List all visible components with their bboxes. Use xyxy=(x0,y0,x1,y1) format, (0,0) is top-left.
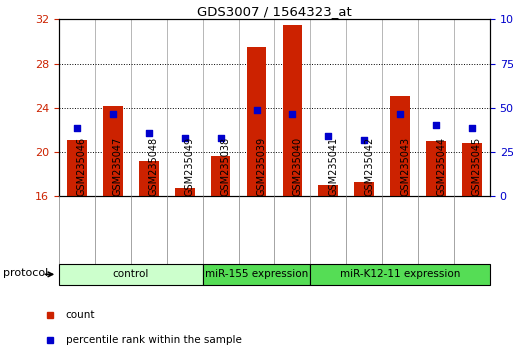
Text: GSM235047: GSM235047 xyxy=(113,137,123,196)
Bar xyxy=(203,19,239,196)
Text: count: count xyxy=(66,310,95,320)
Text: percentile rank within the sample: percentile rank within the sample xyxy=(66,335,242,344)
Bar xyxy=(59,264,203,285)
Text: GSM235044: GSM235044 xyxy=(436,137,446,196)
Bar xyxy=(462,143,482,196)
Bar xyxy=(382,19,418,196)
Text: GSM235043: GSM235043 xyxy=(400,137,410,196)
Text: miR-155 expression: miR-155 expression xyxy=(205,269,308,279)
Bar xyxy=(139,161,159,196)
Bar xyxy=(95,19,131,196)
Point xyxy=(360,137,368,143)
Bar xyxy=(167,19,203,196)
Bar xyxy=(346,19,382,196)
Title: GDS3007 / 1564323_at: GDS3007 / 1564323_at xyxy=(197,5,352,18)
Bar xyxy=(239,19,274,196)
Point xyxy=(181,135,189,141)
Point xyxy=(252,107,261,113)
Point xyxy=(432,122,440,127)
Bar xyxy=(354,182,374,196)
Point xyxy=(324,133,332,138)
Text: GSM235049: GSM235049 xyxy=(185,137,194,196)
Text: GSM235038: GSM235038 xyxy=(221,137,230,196)
Text: GSM235048: GSM235048 xyxy=(149,137,159,196)
Bar xyxy=(283,25,302,196)
Point xyxy=(73,125,81,131)
Text: protocol: protocol xyxy=(3,268,48,278)
Text: control: control xyxy=(113,269,149,279)
Text: GSM235042: GSM235042 xyxy=(364,137,374,196)
Bar xyxy=(211,155,230,196)
Bar xyxy=(175,188,194,196)
Bar xyxy=(454,19,490,196)
Point xyxy=(145,131,153,136)
Point xyxy=(396,111,404,116)
Bar xyxy=(247,47,266,196)
Bar xyxy=(274,19,310,196)
Bar xyxy=(103,106,123,196)
Text: GSM235040: GSM235040 xyxy=(292,137,302,196)
Text: miR-K12-11 expression: miR-K12-11 expression xyxy=(340,269,460,279)
Text: GSM235045: GSM235045 xyxy=(472,137,482,196)
Bar xyxy=(426,141,446,196)
Bar xyxy=(59,19,95,196)
Text: GSM235039: GSM235039 xyxy=(256,137,266,196)
Bar xyxy=(310,264,490,285)
Text: GSM235046: GSM235046 xyxy=(77,137,87,196)
Text: GSM235041: GSM235041 xyxy=(328,137,338,196)
Point xyxy=(468,125,476,131)
Bar xyxy=(319,185,338,196)
Bar xyxy=(310,19,346,196)
Point xyxy=(288,111,297,116)
Point xyxy=(109,111,117,116)
Bar xyxy=(418,19,454,196)
Bar xyxy=(203,264,310,285)
Point xyxy=(216,135,225,141)
Bar xyxy=(67,140,87,196)
Bar xyxy=(390,96,410,196)
Bar xyxy=(131,19,167,196)
